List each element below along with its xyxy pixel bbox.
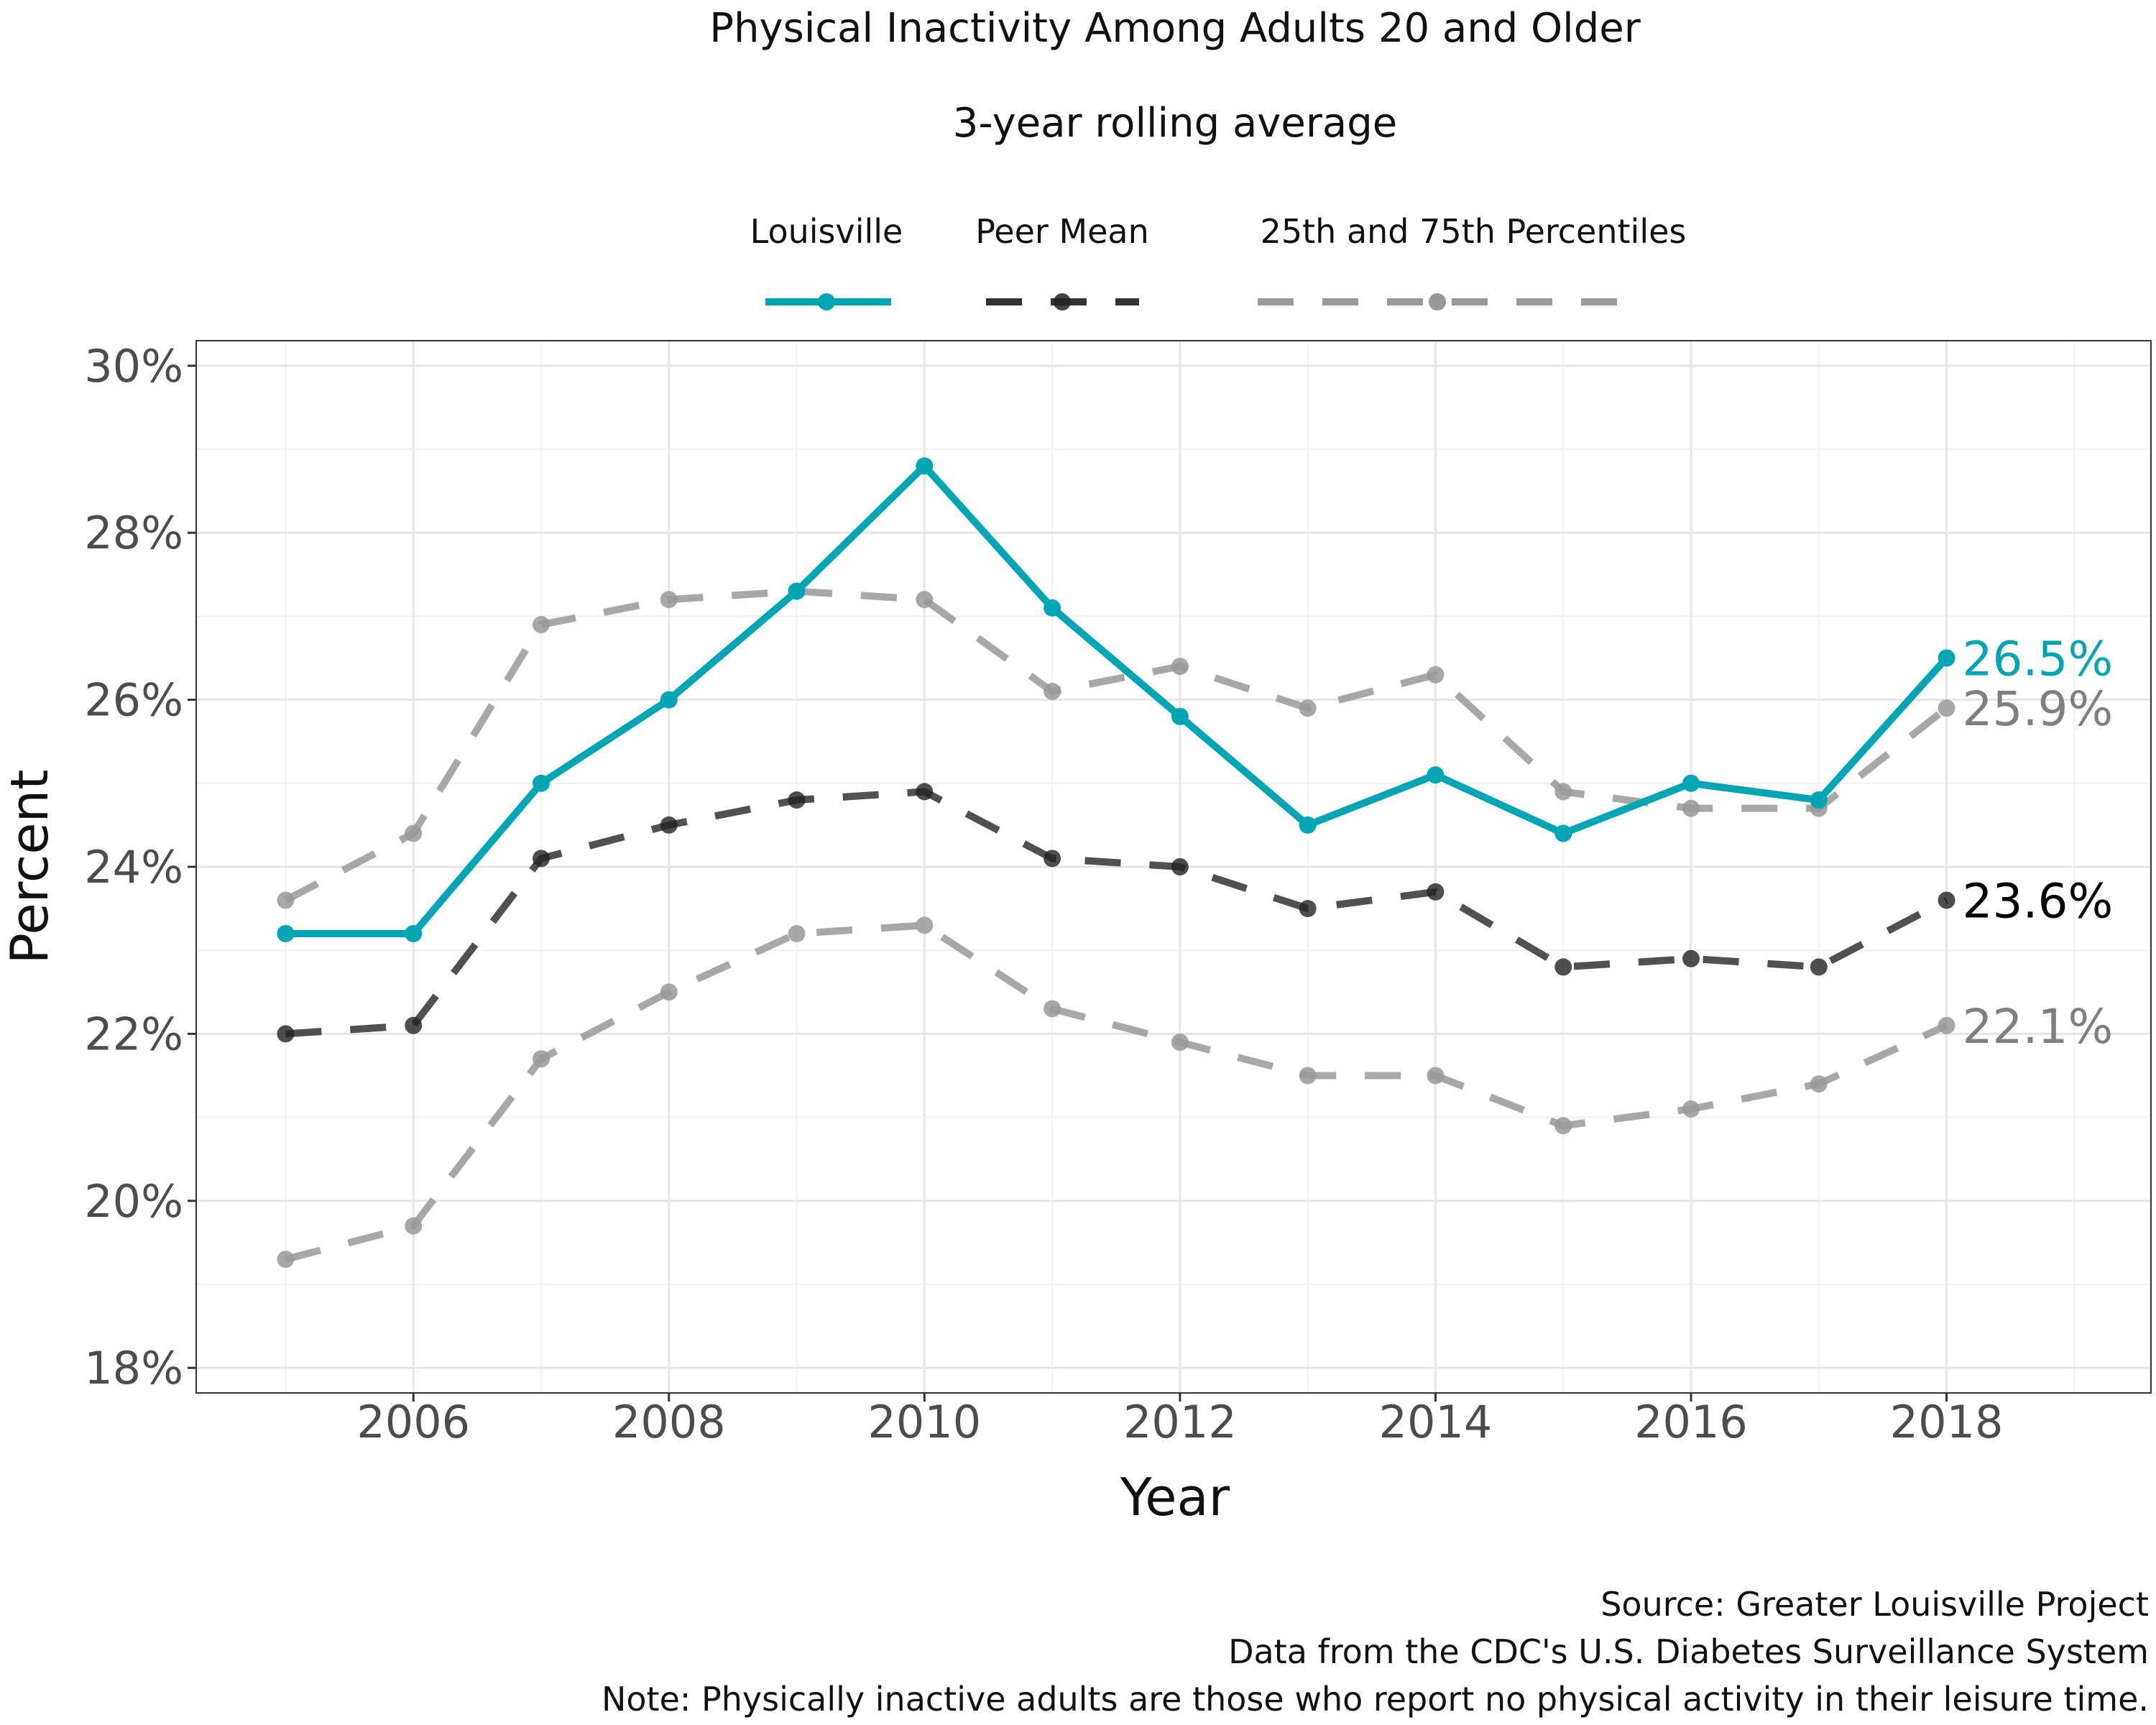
series-line-louisville — [285, 462, 1950, 937]
data-point-louisville — [1810, 791, 1828, 809]
data-point-percentile-25 — [660, 983, 678, 1001]
data-point-louisville — [660, 691, 678, 709]
legend-key-percentiles-point — [1429, 293, 1446, 310]
y-tick-label: 26% — [84, 674, 183, 727]
data-point-percentile-25 — [1938, 1016, 1955, 1034]
series-line-percentile-75 — [284, 587, 1949, 903]
data-point-louisville — [1682, 774, 1700, 792]
data-point-percentile-25 — [1427, 1067, 1445, 1085]
legend-label-percentiles: 25th and 75th Percentiles — [1261, 212, 1687, 251]
data-point-percentile-25 — [1682, 1100, 1700, 1118]
data-point-percentile-25 — [405, 1217, 423, 1235]
data-point-peer-mean — [1810, 958, 1828, 976]
data-point-percentile-25 — [1171, 1034, 1189, 1051]
data-point-percentile-75 — [1299, 699, 1317, 717]
legend-key-louisville-point — [818, 293, 835, 310]
data-point-percentile-75 — [1682, 799, 1700, 817]
data-point-percentile-25 — [1044, 1000, 1061, 1018]
chart-title: Physical Inactivity Among Adults 20 and … — [709, 5, 1641, 52]
data-point-percentile-25 — [1299, 1067, 1317, 1085]
data-point-louisville — [405, 924, 423, 942]
end-label-percentile-25: 22.1% — [1963, 999, 2114, 1054]
series-line-peer-mean — [285, 788, 1948, 1038]
data-point-peer-mean — [1554, 958, 1572, 976]
data-point-louisville — [1171, 707, 1189, 725]
data-point-percentile-25 — [916, 916, 934, 934]
x-axis-title: Year — [1120, 1467, 1230, 1527]
x-tick-label: 2018 — [1890, 1396, 2004, 1448]
legend-label-louisville: Louisville — [750, 212, 903, 251]
data-point-peer-mean — [533, 850, 550, 868]
end-label-percentile-75: 25.9% — [1963, 681, 2114, 737]
y-tick-label: 18% — [84, 1342, 183, 1394]
data-point-louisville — [1554, 824, 1572, 842]
data-point-peer-mean — [405, 1016, 423, 1034]
y-axis-title: Percent — [0, 770, 60, 965]
data-point-peer-mean — [1299, 900, 1317, 918]
data-point-percentile-25 — [1554, 1117, 1572, 1135]
x-tick-label: 2008 — [612, 1396, 726, 1448]
data-point-louisville — [916, 457, 934, 475]
data-point-percentile-75 — [533, 616, 550, 634]
caption-data-note: Data from the CDC's U.S. Diabetes Survei… — [1228, 1632, 2149, 1671]
x-tick-label: 2012 — [1123, 1396, 1237, 1448]
y-tick-label: 22% — [84, 1008, 183, 1060]
x-tick-label: 2016 — [1634, 1396, 1748, 1448]
data-point-louisville — [533, 774, 550, 792]
data-point-peer-mean — [1427, 883, 1445, 901]
data-point-percentile-25 — [277, 1251, 295, 1269]
data-point-peer-mean — [1044, 850, 1061, 868]
series-line-percentile-25 — [285, 921, 1948, 1263]
y-axis-ticks: 18% 20% 22% 24% 26% 28% 30% — [84, 340, 196, 1394]
legend-key-peer-mean-point — [1054, 293, 1071, 310]
end-label-louisville: 26.5% — [1963, 632, 2114, 687]
caption-note: Note: Physically inactive adults are tho… — [602, 1680, 2149, 1719]
y-tick-label: 20% — [84, 1175, 183, 1228]
data-point-peer-mean — [916, 783, 934, 801]
series-points — [277, 457, 1955, 1269]
x-tick-label: 2014 — [1379, 1396, 1493, 1448]
x-axis-ticks: 2006 2008 2010 2012 2014 2016 2018 — [356, 1393, 2003, 1448]
x-tick-label: 2010 — [867, 1396, 981, 1448]
plot-area — [195, 340, 2152, 1394]
data-point-percentile-75 — [1938, 699, 1955, 717]
data-point-percentile-25 — [1810, 1075, 1828, 1093]
data-point-percentile-75 — [277, 891, 295, 909]
data-point-louisville — [1044, 599, 1061, 617]
data-point-louisville — [788, 582, 806, 600]
data-point-percentile-25 — [533, 1050, 550, 1068]
data-point-peer-mean — [788, 791, 806, 809]
data-point-percentile-75 — [1171, 658, 1189, 676]
data-point-louisville — [1938, 649, 1955, 667]
x-tick-label: 2006 — [356, 1396, 470, 1448]
legend-label-peer-mean: Peer Mean — [975, 212, 1149, 251]
data-point-percentile-25 — [788, 924, 806, 942]
data-point-louisville — [1299, 816, 1317, 834]
data-point-peer-mean — [1938, 891, 1955, 909]
chart-legend: Louisville Peer Mean 25th and 75th Perce… — [750, 212, 1687, 310]
series-lines — [284, 462, 1950, 1263]
y-tick-label: 24% — [84, 841, 183, 893]
data-point-peer-mean — [277, 1025, 295, 1043]
y-tick-label: 30% — [84, 340, 183, 392]
data-point-louisville — [1427, 766, 1445, 784]
data-point-peer-mean — [1171, 858, 1189, 875]
data-point-percentile-75 — [1044, 683, 1061, 700]
data-point-percentile-75 — [1427, 666, 1445, 684]
data-point-percentile-75 — [660, 591, 678, 609]
end-labels: 25.9% 22.1% 23.6% 26.5% — [1963, 632, 2114, 1054]
data-point-louisville — [277, 924, 295, 942]
chart-subtitle: 3-year rolling average — [953, 100, 1397, 147]
data-point-percentile-75 — [405, 824, 423, 842]
data-point-percentile-75 — [916, 591, 934, 609]
end-label-peer-mean: 23.6% — [1963, 873, 2114, 929]
y-tick-label: 28% — [84, 507, 183, 559]
data-point-peer-mean — [660, 816, 678, 834]
data-point-percentile-75 — [1554, 783, 1572, 801]
data-point-peer-mean — [1682, 949, 1700, 967]
caption-source: Source: Greater Louisville Project — [1600, 1585, 2149, 1624]
